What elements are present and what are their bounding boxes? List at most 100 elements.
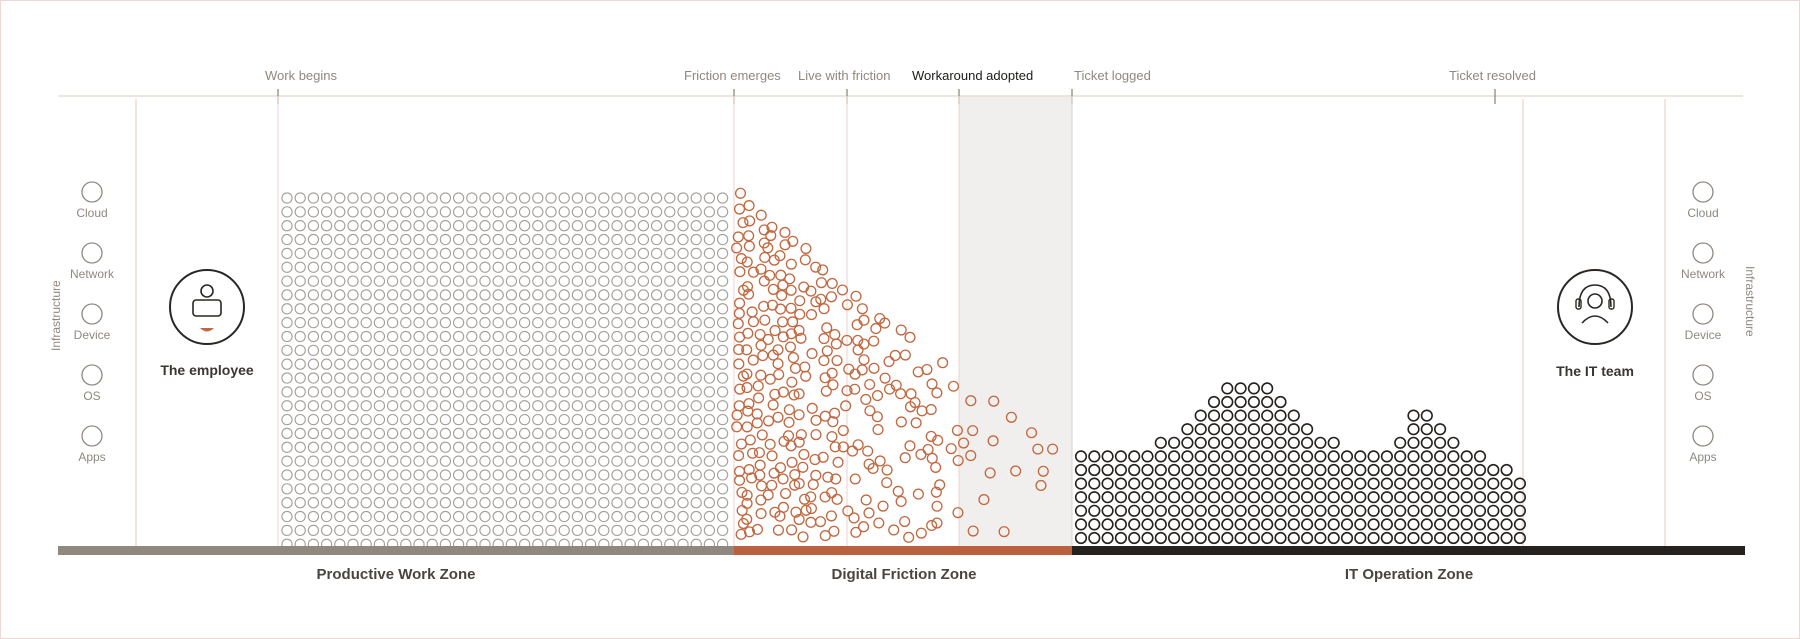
- productive-dot: [505, 344, 518, 356]
- it-dot: [1473, 518, 1487, 531]
- productive-dot: [624, 469, 636, 481]
- friction-dot: [826, 277, 838, 289]
- friction-dot: [747, 447, 759, 459]
- productive-dot: [532, 497, 544, 509]
- productive-dot: [492, 413, 504, 426]
- it-dot: [1407, 409, 1420, 422]
- productive-dot: [386, 455, 399, 467]
- productive-dot: [307, 358, 320, 370]
- productive-dot: [373, 275, 386, 287]
- friction-dot: [937, 357, 949, 369]
- productive-dot: [479, 330, 491, 343]
- friction-dot: [926, 519, 938, 532]
- it-dot: [1287, 504, 1300, 517]
- productive-dot: [664, 386, 676, 398]
- friction-dot: [741, 281, 754, 293]
- productive-dot: [571, 413, 584, 426]
- it-dot: [1261, 504, 1274, 517]
- productive-dot: [664, 261, 676, 273]
- productive-dot: [532, 441, 544, 453]
- it-dot: [1194, 450, 1207, 463]
- productive-dot: [466, 233, 478, 246]
- productive-dot: [637, 261, 650, 273]
- productive-dot: [664, 206, 676, 218]
- friction-dot: [978, 494, 990, 506]
- productive-dot: [426, 400, 438, 412]
- productive-dot: [294, 247, 306, 260]
- productive-dot: [505, 372, 518, 384]
- it-dot: [1234, 382, 1247, 395]
- productive-dot: [479, 510, 491, 523]
- productive-dot: [373, 316, 386, 329]
- it-dot: [1154, 463, 1167, 477]
- productive-dot: [584, 455, 597, 467]
- productive-dot: [439, 372, 452, 384]
- productive-dot: [479, 206, 491, 218]
- productive-dot: [307, 220, 320, 232]
- friction-dot: [799, 361, 811, 373]
- productive-dot: [518, 289, 531, 301]
- friction-dot: [850, 526, 862, 538]
- friction-dot: [805, 309, 818, 321]
- productive-dot: [650, 358, 663, 370]
- friction-dot: [774, 250, 786, 262]
- it-dot: [1407, 450, 1420, 463]
- it-dot: [1380, 518, 1393, 531]
- productive-dot: [545, 469, 557, 481]
- productive-dot: [571, 372, 584, 384]
- it-dot: [1327, 518, 1340, 531]
- productive-dot: [716, 372, 729, 384]
- productive-dot: [545, 289, 557, 301]
- productive-dot: [624, 316, 636, 329]
- infra-layer-network: Network: [1681, 242, 1726, 281]
- friction-dot: [776, 289, 788, 302]
- productive-dot: [439, 455, 452, 467]
- it-dot: [1141, 463, 1154, 477]
- friction-dot: [831, 354, 843, 367]
- friction-dot: [784, 341, 797, 353]
- productive-dot: [439, 358, 452, 370]
- productive-dot: [505, 330, 518, 343]
- productive-dot: [452, 275, 465, 287]
- productive-dot: [716, 497, 729, 509]
- it-dot: [1327, 504, 1340, 517]
- zone-label-it: IT Operation Zone: [1345, 566, 1473, 583]
- productive-dot: [413, 372, 425, 384]
- it-dot: [1074, 504, 1088, 517]
- productive-dot: [505, 358, 518, 370]
- productive-dot: [334, 413, 346, 426]
- friction-dot: [874, 455, 886, 467]
- it-dot: [1221, 477, 1234, 490]
- productive-dot: [320, 344, 333, 356]
- productive-dot: [598, 524, 610, 537]
- friction-dot: [815, 293, 827, 305]
- productive-dot: [281, 275, 293, 287]
- productive-dot: [664, 469, 676, 481]
- productive-dot: [466, 344, 478, 356]
- friction-dot: [762, 333, 774, 345]
- productive-dot: [598, 441, 610, 453]
- friction-dot: [877, 500, 889, 512]
- it-dot: [1420, 518, 1433, 531]
- friction-dot: [733, 344, 745, 356]
- productive-dot: [677, 303, 689, 315]
- friction-dot: [843, 363, 855, 375]
- friction-dot: [899, 452, 911, 464]
- productive-dot: [637, 524, 650, 537]
- it-dot: [1247, 409, 1260, 422]
- friction-dot: [829, 441, 841, 453]
- friction-dot: [1005, 411, 1017, 423]
- productive-dot: [505, 289, 518, 301]
- productive-dot: [532, 358, 544, 370]
- it-dot: [1394, 477, 1407, 490]
- productive-dot: [571, 275, 584, 287]
- productive-dot: [690, 233, 702, 246]
- productive-dot: [281, 469, 293, 481]
- friction-dot: [881, 477, 893, 489]
- it-dot: [1247, 463, 1260, 477]
- friction-dot: [780, 487, 792, 500]
- productive-dot: [492, 427, 504, 440]
- it-dot: [1447, 436, 1460, 449]
- it-dot: [1447, 491, 1460, 504]
- friction-dot: [782, 430, 795, 442]
